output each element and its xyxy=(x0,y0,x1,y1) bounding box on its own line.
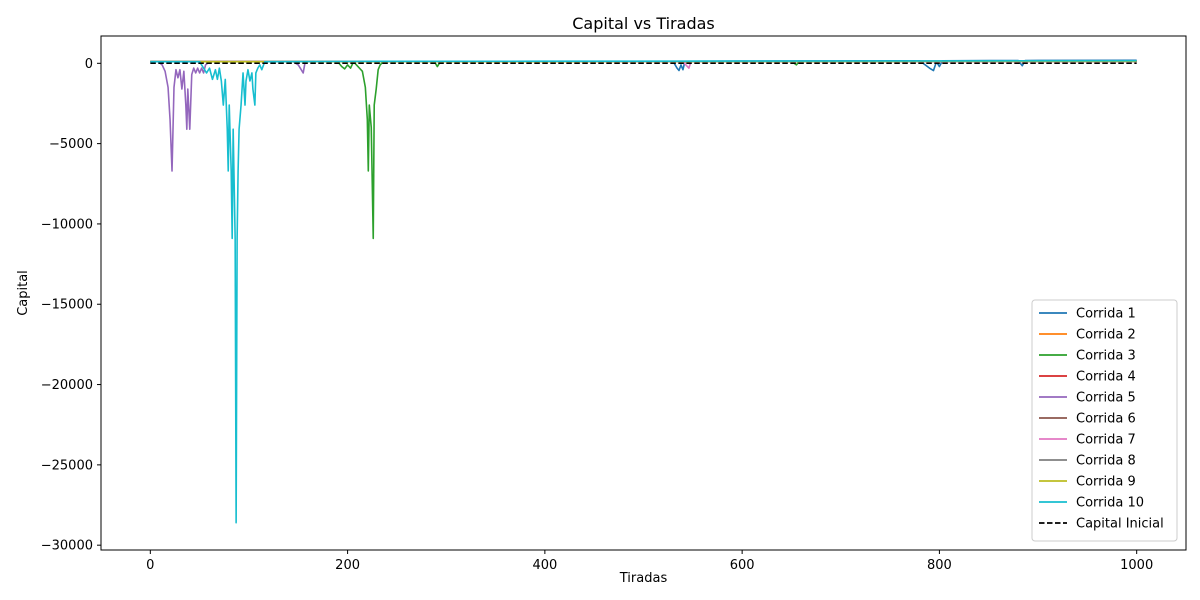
legend-label: Corrida 6 xyxy=(1076,412,1136,427)
x-tick-label: 0 xyxy=(146,558,154,573)
x-axis-label: Tiradas xyxy=(619,571,668,586)
legend-label: Corrida 4 xyxy=(1076,370,1136,385)
y-tick-label: −20000 xyxy=(41,378,93,393)
legend-label: Corrida 7 xyxy=(1076,433,1136,448)
plot-frame xyxy=(100,35,1187,551)
legend-box xyxy=(1031,299,1178,542)
legend-label: Corrida 3 xyxy=(1076,349,1136,364)
chart-title: Capital vs Tiradas xyxy=(572,14,714,33)
x-axis: 0 200 400 600 800 1000 xyxy=(146,550,1153,573)
legend-label: Corrida 9 xyxy=(1076,475,1136,490)
legend-label: Corrida 10 xyxy=(1076,496,1144,511)
y-tick-label: −5000 xyxy=(49,137,93,152)
legend-label: Corrida 5 xyxy=(1076,391,1136,406)
legend-label: Corrida 1 xyxy=(1076,307,1136,322)
y-tick-label: 0 xyxy=(85,57,93,72)
legend: Corrida 1 Corrida 2 Corrida 3 Corrida 4 Corr… xyxy=(1031,299,1178,542)
legend-label: Corrida 8 xyxy=(1076,454,1136,469)
y-tick-label: −30000 xyxy=(41,539,93,554)
x-tick-label: 400 xyxy=(532,558,557,573)
plot-area xyxy=(150,59,1137,524)
y-tick-label: −10000 xyxy=(41,217,93,232)
y-tick-label: −25000 xyxy=(41,458,93,473)
y-axis: 0 −5000 −10000 −15000 −20000 −25000 −30000 xyxy=(41,57,101,554)
x-tick-label: 800 xyxy=(927,558,952,573)
legend-label: Corrida 2 xyxy=(1076,328,1136,343)
x-tick-label: 1000 xyxy=(1120,558,1153,573)
x-tick-label: 600 xyxy=(730,558,755,573)
y-tick-label: −15000 xyxy=(41,298,93,313)
x-tick-label: 200 xyxy=(335,558,360,573)
y-axis-label: Capital xyxy=(16,270,31,316)
series-line-5 xyxy=(150,60,1137,172)
legend-label: Capital Inicial xyxy=(1076,517,1164,532)
series-line-10 xyxy=(150,59,1137,524)
